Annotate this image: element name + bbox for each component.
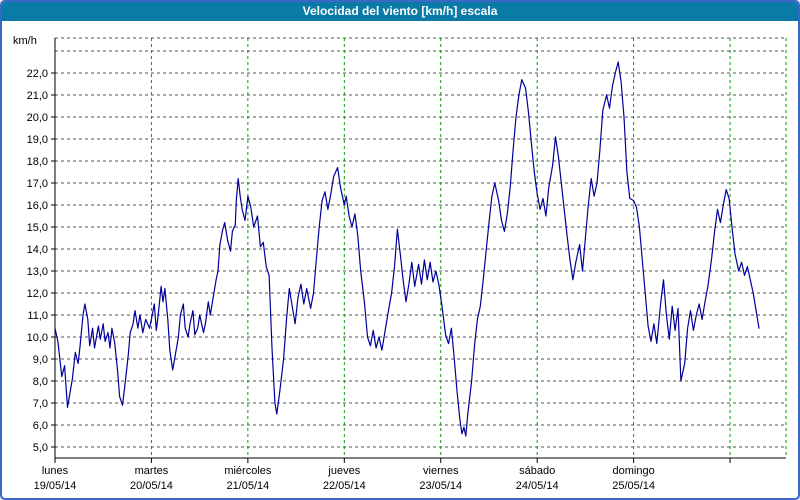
day-date-label: 22/05/14 — [323, 480, 366, 492]
svg-text:7,0: 7,0 — [33, 398, 48, 410]
day-date-label: 23/05/14 — [419, 480, 462, 492]
svg-text:6,0: 6,0 — [33, 420, 48, 432]
y-tick-labels: 22,0 21,0 20,0 19,0 18,0 17,0 16,0 15,0 14,0 13,0… — [27, 68, 48, 454]
svg-text:11,0: 11,0 — [27, 310, 48, 322]
svg-text:19,0: 19,0 — [27, 134, 48, 146]
day-name-label: jueves — [327, 465, 360, 477]
day-name-label: miércoles — [224, 465, 272, 477]
svg-text:9,0: 9,0 — [33, 354, 48, 366]
y-axis-unit-label: km/h — [13, 35, 37, 47]
svg-text:17,0: 17,0 — [27, 178, 48, 190]
plot-background — [55, 38, 786, 458]
day-date-label: 19/05/14 — [34, 480, 77, 492]
day-name-label: viernes — [423, 465, 459, 477]
day-date-label: 25/05/14 — [612, 480, 655, 492]
svg-text:20,0: 20,0 — [27, 112, 48, 124]
svg-text:22,0: 22,0 — [27, 68, 48, 80]
axes — [54, 38, 786, 459]
day-date-label: 21/05/14 — [226, 480, 269, 492]
svg-text:8,0: 8,0 — [33, 376, 48, 388]
horizontal-gridlines — [55, 37, 786, 448]
svg-text:10,0: 10,0 — [27, 332, 48, 344]
svg-text:14,0: 14,0 — [27, 244, 48, 256]
svg-text:13,0: 13,0 — [27, 266, 48, 278]
svg-text:12,0: 12,0 — [27, 288, 48, 300]
tick-marks — [51, 72, 731, 463]
svg-text:21,0: 21,0 — [27, 90, 48, 102]
day-date-label: 24/05/14 — [516, 480, 559, 492]
svg-text:5,0: 5,0 — [33, 442, 48, 454]
svg-text:15,0: 15,0 — [27, 222, 48, 234]
svg-text:16,0: 16,0 — [27, 200, 48, 212]
day-name-label: lunes — [42, 465, 69, 477]
svg-text:18,0: 18,0 — [27, 156, 48, 168]
day-name-label: domingo — [613, 465, 655, 477]
day-gridlines — [150, 38, 787, 458]
day-name-label: martes — [135, 465, 169, 477]
day-date-label: 20/05/14 — [130, 480, 173, 492]
wind-speed-line — [54, 61, 760, 437]
day-name-label: sábado — [519, 465, 555, 477]
chart-title-bar: Velocidad del viento [km/h] escala — [2, 2, 798, 21]
x-day-labels: lunes 19/05/14 martes 20/05/14 miércoles 21/0… — [34, 465, 655, 492]
